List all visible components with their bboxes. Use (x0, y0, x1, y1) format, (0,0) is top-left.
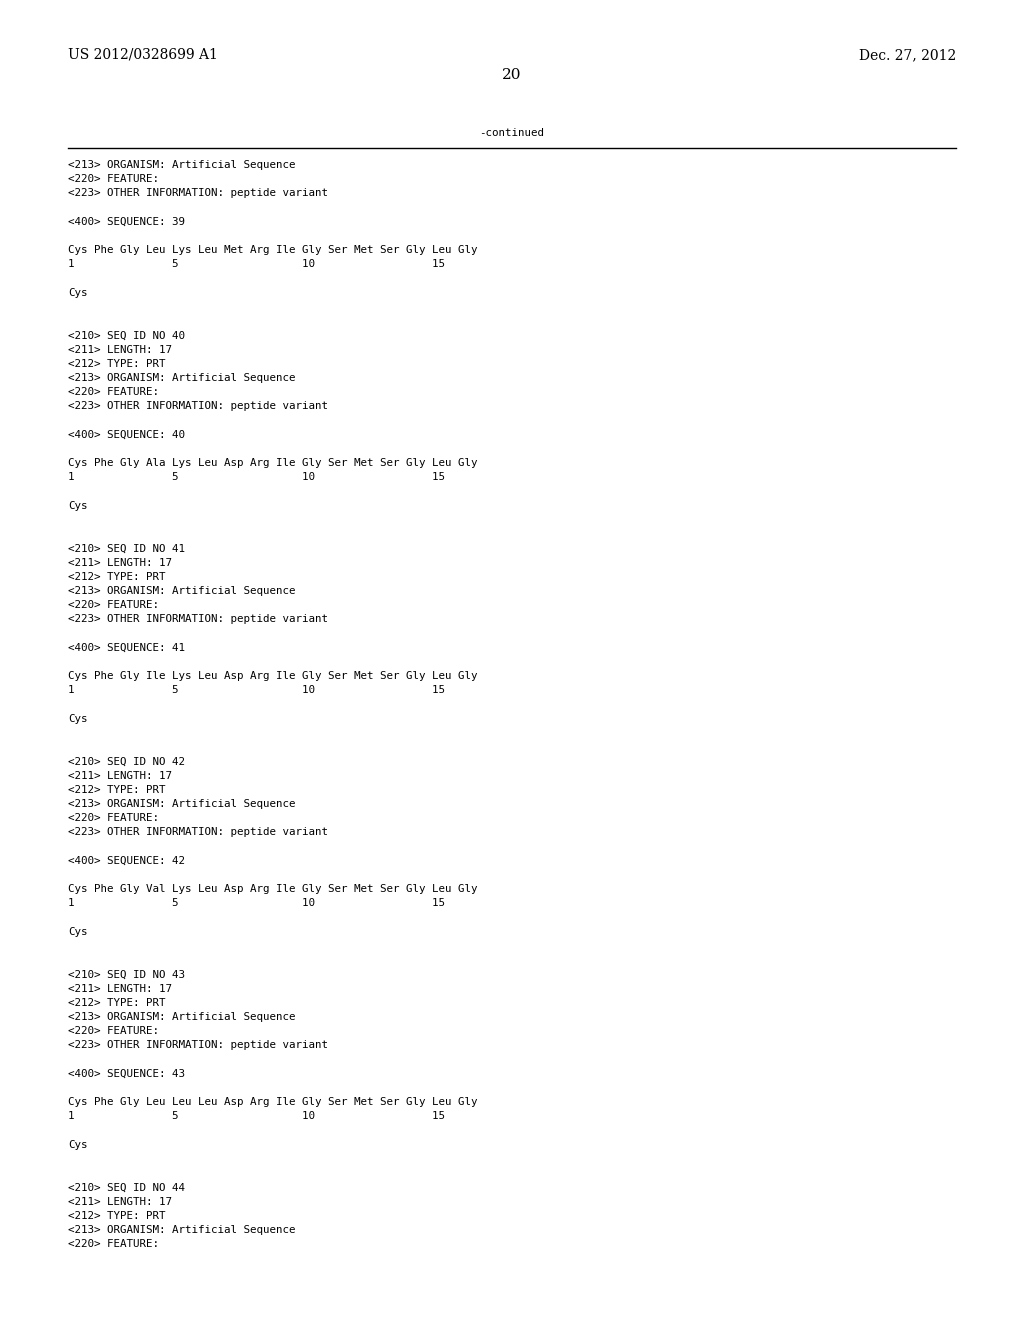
Text: 1               5                   10                  15: 1 5 10 15 (68, 899, 445, 908)
Text: <223> OTHER INFORMATION: peptide variant: <223> OTHER INFORMATION: peptide variant (68, 828, 328, 837)
Text: <212> TYPE: PRT: <212> TYPE: PRT (68, 572, 166, 582)
Text: <400> SEQUENCE: 42: <400> SEQUENCE: 42 (68, 855, 185, 866)
Text: Cys Phe Gly Ala Lys Leu Asp Arg Ile Gly Ser Met Ser Gly Leu Gly: Cys Phe Gly Ala Lys Leu Asp Arg Ile Gly … (68, 458, 477, 469)
Text: <212> TYPE: PRT: <212> TYPE: PRT (68, 785, 166, 795)
Text: <220> FEATURE:: <220> FEATURE: (68, 601, 159, 610)
Text: 1               5                   10                  15: 1 5 10 15 (68, 473, 445, 482)
Text: 1               5                   10                  15: 1 5 10 15 (68, 1111, 445, 1122)
Text: <210> SEQ ID NO 41: <210> SEQ ID NO 41 (68, 544, 185, 553)
Text: <400> SEQUENCE: 39: <400> SEQUENCE: 39 (68, 216, 185, 227)
Text: <212> TYPE: PRT: <212> TYPE: PRT (68, 359, 166, 368)
Text: <220> FEATURE:: <220> FEATURE: (68, 387, 159, 397)
Text: <400> SEQUENCE: 41: <400> SEQUENCE: 41 (68, 643, 185, 653)
Text: <211> LENGTH: 17: <211> LENGTH: 17 (68, 1197, 172, 1206)
Text: <213> ORGANISM: Artificial Sequence: <213> ORGANISM: Artificial Sequence (68, 586, 296, 597)
Text: <220> FEATURE:: <220> FEATURE: (68, 1239, 159, 1249)
Text: <220> FEATURE:: <220> FEATURE: (68, 813, 159, 824)
Text: <223> OTHER INFORMATION: peptide variant: <223> OTHER INFORMATION: peptide variant (68, 401, 328, 412)
Text: <213> ORGANISM: Artificial Sequence: <213> ORGANISM: Artificial Sequence (68, 1012, 296, 1022)
Text: <220> FEATURE:: <220> FEATURE: (68, 1026, 159, 1036)
Text: Cys: Cys (68, 714, 87, 723)
Text: Cys: Cys (68, 927, 87, 937)
Text: <211> LENGTH: 17: <211> LENGTH: 17 (68, 557, 172, 568)
Text: Cys Phe Gly Ile Lys Leu Asp Arg Ile Gly Ser Met Ser Gly Leu Gly: Cys Phe Gly Ile Lys Leu Asp Arg Ile Gly … (68, 671, 477, 681)
Text: Cys: Cys (68, 1139, 87, 1150)
Text: <220> FEATURE:: <220> FEATURE: (68, 174, 159, 185)
Text: <213> ORGANISM: Artificial Sequence: <213> ORGANISM: Artificial Sequence (68, 799, 296, 809)
Text: <223> OTHER INFORMATION: peptide variant: <223> OTHER INFORMATION: peptide variant (68, 189, 328, 198)
Text: Dec. 27, 2012: Dec. 27, 2012 (859, 48, 956, 62)
Text: <212> TYPE: PRT: <212> TYPE: PRT (68, 998, 166, 1007)
Text: <210> SEQ ID NO 43: <210> SEQ ID NO 43 (68, 969, 185, 979)
Text: 1               5                   10                  15: 1 5 10 15 (68, 685, 445, 696)
Text: Cys: Cys (68, 500, 87, 511)
Text: <213> ORGANISM: Artificial Sequence: <213> ORGANISM: Artificial Sequence (68, 374, 296, 383)
Text: <211> LENGTH: 17: <211> LENGTH: 17 (68, 983, 172, 994)
Text: 1               5                   10                  15: 1 5 10 15 (68, 260, 445, 269)
Text: <212> TYPE: PRT: <212> TYPE: PRT (68, 1210, 166, 1221)
Text: <211> LENGTH: 17: <211> LENGTH: 17 (68, 771, 172, 780)
Text: Cys Phe Gly Leu Lys Leu Met Arg Ile Gly Ser Met Ser Gly Leu Gly: Cys Phe Gly Leu Lys Leu Met Arg Ile Gly … (68, 246, 477, 255)
Text: <211> LENGTH: 17: <211> LENGTH: 17 (68, 345, 172, 355)
Text: US 2012/0328699 A1: US 2012/0328699 A1 (68, 48, 218, 62)
Text: <210> SEQ ID NO 44: <210> SEQ ID NO 44 (68, 1183, 185, 1192)
Text: Cys Phe Gly Leu Leu Leu Asp Arg Ile Gly Ser Met Ser Gly Leu Gly: Cys Phe Gly Leu Leu Leu Asp Arg Ile Gly … (68, 1097, 477, 1107)
Text: Cys Phe Gly Val Lys Leu Asp Arg Ile Gly Ser Met Ser Gly Leu Gly: Cys Phe Gly Val Lys Leu Asp Arg Ile Gly … (68, 884, 477, 894)
Text: <210> SEQ ID NO 40: <210> SEQ ID NO 40 (68, 330, 185, 341)
Text: -continued: -continued (479, 128, 545, 139)
Text: <400> SEQUENCE: 43: <400> SEQUENCE: 43 (68, 1069, 185, 1078)
Text: <400> SEQUENCE: 40: <400> SEQUENCE: 40 (68, 430, 185, 440)
Text: <223> OTHER INFORMATION: peptide variant: <223> OTHER INFORMATION: peptide variant (68, 1040, 328, 1051)
Text: <213> ORGANISM: Artificial Sequence: <213> ORGANISM: Artificial Sequence (68, 160, 296, 170)
Text: <213> ORGANISM: Artificial Sequence: <213> ORGANISM: Artificial Sequence (68, 1225, 296, 1236)
Text: 20: 20 (502, 69, 522, 82)
Text: <210> SEQ ID NO 42: <210> SEQ ID NO 42 (68, 756, 185, 767)
Text: <223> OTHER INFORMATION: peptide variant: <223> OTHER INFORMATION: peptide variant (68, 614, 328, 624)
Text: Cys: Cys (68, 288, 87, 298)
